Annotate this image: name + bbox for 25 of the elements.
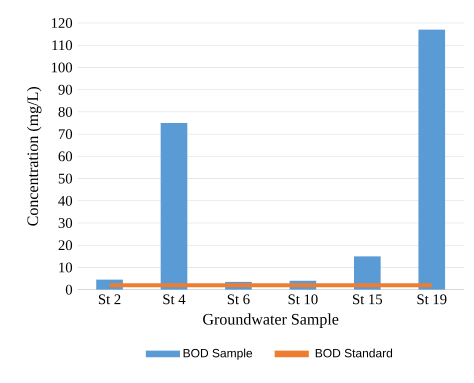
x-tick-label: St 2 [98,294,120,304]
x-tick-label: St 15 [353,294,382,304]
bar [160,123,188,290]
x-axis-title: Groundwater Sample [203,313,338,328]
legend-label: BOD Sample [184,348,252,360]
x-tick-label: St 19 [417,294,446,304]
y-tick-label: 40 [58,196,72,206]
y-tick-label: 50 [58,174,72,184]
y-tick-label: 70 [58,129,72,140]
y-axis-title: Concentration (mg/L) [26,87,42,226]
y-tick-label: 0 [66,284,72,295]
y-tick-label: 120 [52,18,72,28]
bar [418,30,446,290]
y-tick-label: 10 [59,262,72,272]
y-tick-label: 110 [52,40,72,50]
y-tick-label: 30 [58,218,72,228]
y-tick-label: 20 [58,240,72,250]
y-tick-label: 100 [52,62,72,72]
x-tick-label: St 6 [228,294,250,304]
x-tick-label: St 4 [163,294,186,304]
legend-label: BOD Standard [316,348,392,358]
y-tick-label: 80 [58,106,72,117]
y-tick-label: 60 [58,151,72,162]
y-tick-label: 90 [58,84,72,95]
x-tick-label: St 10 [288,294,318,304]
